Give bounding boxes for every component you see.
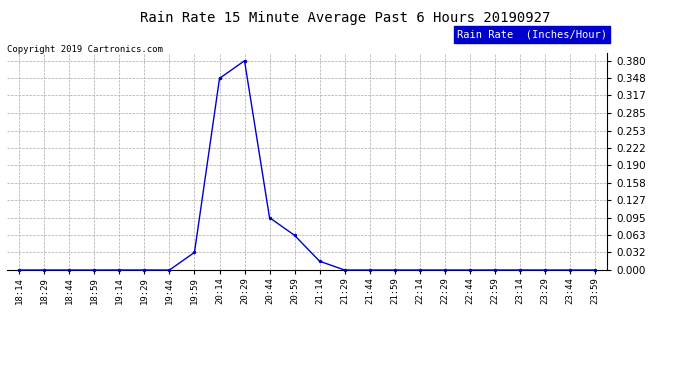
- Text: Copyright 2019 Cartronics.com: Copyright 2019 Cartronics.com: [7, 45, 163, 54]
- Text: Rain Rate 15 Minute Average Past 6 Hours 20190927: Rain Rate 15 Minute Average Past 6 Hours…: [140, 11, 550, 25]
- Text: Rain Rate  (Inches/Hour): Rain Rate (Inches/Hour): [457, 30, 607, 39]
